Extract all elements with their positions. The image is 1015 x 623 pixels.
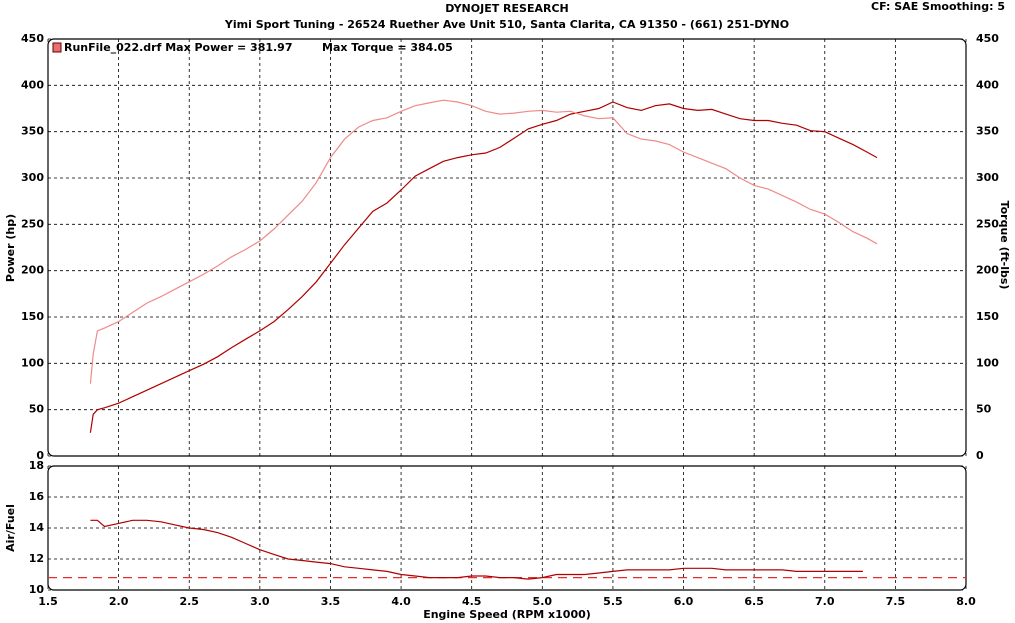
data-line (89, 101, 878, 433)
x-tick-label: 7.5 (886, 595, 906, 608)
x-tick-label: 3.5 (321, 595, 341, 608)
x-tick-label: 4.5 (462, 595, 482, 608)
y-tick-label: 100 (21, 356, 44, 369)
y2-tick-label: 400 (976, 78, 999, 91)
legend-text: Max Torque = 384.05 (322, 41, 453, 54)
afr-axis-label: Air/Fuel (4, 504, 17, 552)
data-line (89, 99, 878, 384)
data-line (90, 519, 863, 580)
x-tick-label: 2.5 (179, 595, 199, 608)
x-tick-label: 1.5 (38, 595, 58, 608)
power-plot-frame (47, 38, 967, 457)
y2-axis-label: Torque (ft-lbs) (998, 201, 1011, 290)
y2-tick-label: 350 (976, 125, 999, 138)
x-tick-label: 3.0 (250, 595, 270, 608)
chart-subtitle: Yimi Sport Tuning - 26524 Ruether Ave Un… (224, 18, 789, 31)
y2-tick-label: 300 (976, 171, 999, 184)
y-tick-label: 16 (29, 490, 45, 503)
y-tick-label: 10 (29, 583, 45, 596)
y-axis-label: Power (hp) (4, 214, 17, 282)
y-tick-label: 12 (29, 552, 44, 565)
y2-tick-label: 250 (976, 217, 999, 230)
x-tick-label: 5.5 (603, 595, 623, 608)
y-tick-label: 18 (29, 459, 44, 472)
y-tick-label: 300 (21, 171, 44, 184)
y-tick-label: 14 (29, 521, 45, 534)
x-tick-label: 6.0 (674, 595, 694, 608)
x-tick-label: 7.0 (815, 595, 835, 608)
y-tick-label: 350 (21, 125, 44, 138)
y-tick-label: 250 (21, 217, 44, 230)
y2-tick-label: 150 (976, 310, 999, 323)
y2-tick-label: 100 (976, 356, 999, 369)
x-tick-label: 2.0 (109, 595, 129, 608)
y-tick-label: 400 (21, 78, 44, 91)
x-tick-label: 5.0 (533, 595, 553, 608)
y2-tick-label: 0 (976, 449, 984, 462)
y-tick-label: 50 (29, 403, 45, 416)
x-axis-label: Engine Speed (RPM x1000) (423, 608, 591, 621)
x-tick-label: 8.0 (956, 595, 976, 608)
settings-note: CF: SAE Smoothing: 5 (871, 0, 1005, 13)
y-tick-label: 450 (21, 32, 44, 45)
legend-text: RunFile_022.drf Max Power = 381.97 (64, 41, 293, 54)
y-tick-label: 150 (21, 310, 44, 323)
y2-tick-label: 450 (976, 32, 999, 45)
y-tick-label: 0 (36, 449, 44, 462)
x-tick-label: 6.5 (744, 595, 764, 608)
legend-swatch (52, 42, 62, 53)
x-tick-label: 4.0 (391, 595, 411, 608)
y2-tick-label: 200 (976, 264, 999, 277)
y-tick-label: 200 (21, 264, 44, 277)
chart-title: DYNOJET RESEARCH (445, 2, 568, 15)
y2-tick-label: 50 (976, 403, 992, 416)
